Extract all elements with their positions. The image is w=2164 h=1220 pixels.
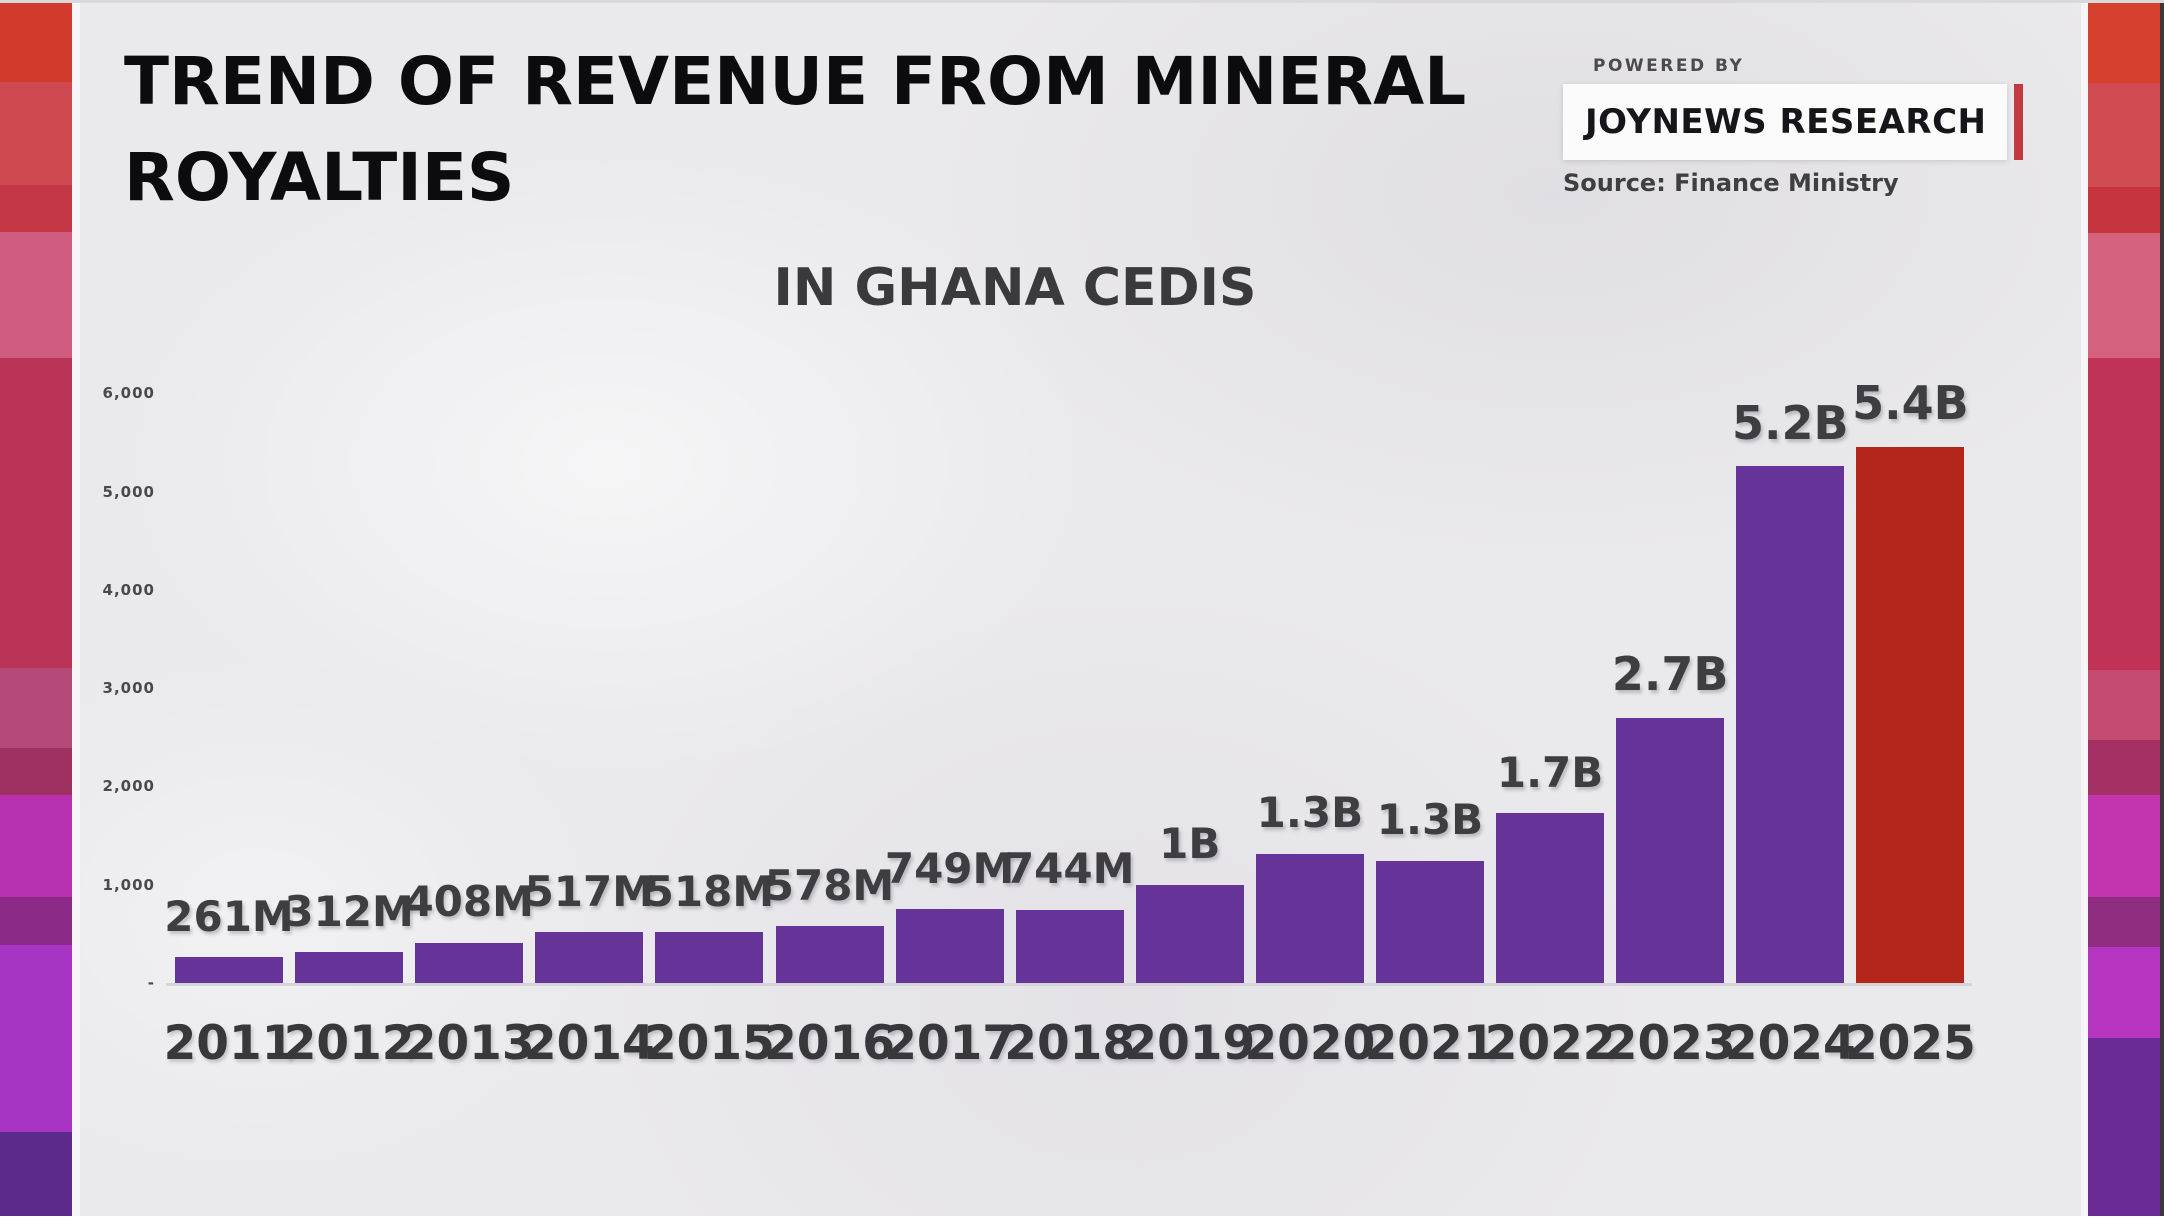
page-subtitle: IN GHANA CEDIS: [773, 258, 1257, 318]
year-label-2024: 2024: [1724, 1016, 1856, 1071]
bar-2015: [655, 932, 764, 983]
year-label-2023: 2023: [1604, 1016, 1736, 1071]
year-label-2022: 2022: [1484, 1016, 1616, 1071]
year-label-2011: 2011: [163, 1016, 295, 1071]
bottom-edge-line: [0, 1216, 2164, 1220]
powered-by-label: POWERED BY: [1593, 56, 1745, 76]
year-label-2025: 2025: [1844, 1016, 1976, 1071]
bar-value-label-2011: 261M: [164, 891, 294, 941]
bar-value-label-2013: 408M: [404, 877, 534, 927]
strip-left-band-4: [0, 358, 72, 668]
year-label-2017: 2017: [884, 1016, 1015, 1071]
year-label-2014: 2014: [523, 1016, 655, 1071]
logo-accent-bar: [2013, 84, 2023, 160]
strip-right-band-2: [2088, 187, 2160, 233]
top-edge-line: [0, 0, 2164, 3]
strip-right-band-1: [2088, 83, 2160, 187]
y-tick-6000: 6,000: [102, 384, 155, 403]
strip-left-band-8: [0, 897, 72, 945]
year-label-2015: 2015: [643, 1016, 775, 1071]
strip-left-band-0: [0, 0, 72, 82]
left-color-strip: [0, 0, 80, 1220]
strip-right-band-0: [2088, 0, 2160, 83]
strip-right-band-7: [2088, 795, 2160, 897]
y-tick-1000: 1,000: [102, 875, 155, 894]
bar-2023: [1616, 717, 1725, 983]
strip-left-band-1: [0, 82, 72, 185]
bar-value-label-2012: 312M: [284, 886, 414, 936]
bar-2024: [1736, 466, 1845, 983]
year-label-2021: 2021: [1364, 1016, 1496, 1071]
bar-value-label-2025: 5.4B: [1852, 376, 1969, 431]
y-tick-2000: 2,000: [102, 777, 155, 796]
right-color-strip: [2081, 0, 2160, 1220]
bar-value-label-2023: 2.7B: [1611, 647, 1729, 702]
bar-2020: [1255, 853, 1364, 983]
year-label-2018: 2018: [1004, 1016, 1136, 1071]
bar-value-label-2020: 1.3B: [1256, 788, 1364, 838]
strip-right-band-10: [2088, 1038, 2160, 1220]
right-edge-line: [2160, 0, 2164, 1220]
bar-2016: [775, 926, 884, 983]
strip-left-band-9: [0, 945, 72, 1132]
bar-value-label-2022: 1.7B: [1496, 747, 1604, 797]
bar-2018: [1015, 909, 1124, 983]
page-title: TREND OF REVENUE FROM MINERAL ROYALTIES: [124, 43, 1467, 216]
bar-2014: [535, 932, 644, 983]
source-attribution: Source: Finance Ministry: [1563, 169, 1899, 197]
year-label-2016: 2016: [764, 1016, 895, 1071]
bar-2012: [295, 952, 404, 983]
bar-2021: [1376, 860, 1484, 983]
branding-block: POWERED BY JOYNEWS RESEARCH Source: Fina…: [1563, 56, 2023, 197]
strip-left-band-3: [0, 232, 72, 358]
y-tick-4000: 4,000: [102, 580, 155, 599]
joynews-logo: JOYNEWS RESEARCH: [1563, 84, 2023, 160]
year-label-2013: 2013: [403, 1016, 535, 1071]
bar-value-label-2014: 517M: [524, 866, 655, 916]
bar-2025: [1856, 446, 1965, 983]
bar-value-label-2019: 1B: [1159, 819, 1221, 869]
bar-value-label-2021: 1.3B: [1376, 795, 1484, 845]
strip-left-band-7: [0, 795, 72, 897]
year-label-2019: 2019: [1124, 1016, 1256, 1071]
bar-value-label-2024: 5.2B: [1732, 396, 1849, 451]
year-label-2020: 2020: [1244, 1016, 1376, 1071]
bar-2022: [1496, 813, 1605, 983]
y-tick-5000: 5,000: [102, 482, 155, 501]
bar-2011: [175, 957, 283, 983]
strip-right-band-6: [2088, 740, 2160, 795]
strip-right-band-9: [2088, 947, 2160, 1038]
strip-left-band-5: [0, 668, 72, 748]
strip-left-band-6: [0, 748, 72, 795]
bar-value-label-2018: 744M: [1004, 844, 1135, 894]
bar-2017: [895, 909, 1004, 983]
bar-2013: [415, 942, 524, 983]
strip-right-band-4: [2088, 358, 2160, 670]
joynews-logo-text: JOYNEWS RESEARCH: [1563, 84, 2007, 160]
year-label-2012: 2012: [283, 1016, 415, 1071]
strip-right-band-3: [2088, 233, 2160, 358]
bar-value-label-2015: 518M: [644, 866, 775, 916]
y-tick-3000: 3,000: [102, 679, 155, 698]
strip-left-band-10: [0, 1132, 72, 1220]
bar-value-label-2016: 578M: [764, 860, 895, 910]
bar-2019: [1135, 884, 1244, 983]
x-axis-baseline: [166, 983, 1972, 986]
strip-left-band-2: [0, 185, 72, 232]
y-tick-0: -: [147, 974, 155, 992]
strip-right-band-5: [2088, 670, 2160, 740]
bar-value-label-2017: 749M: [884, 843, 1015, 893]
strip-right-band-8: [2088, 897, 2160, 947]
